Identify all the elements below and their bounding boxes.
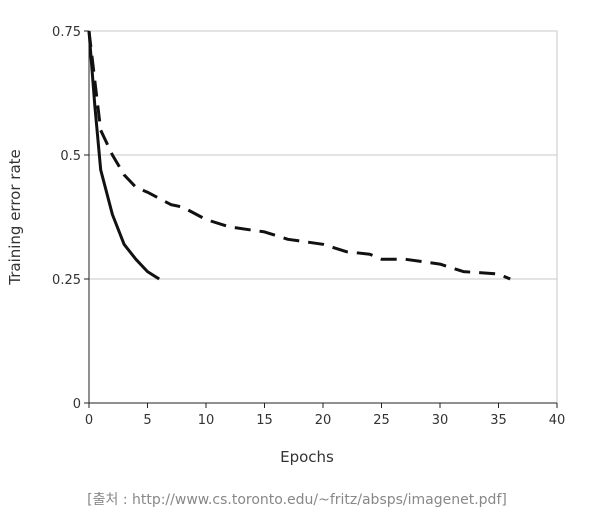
y-tick-label: 0.5 <box>60 149 81 164</box>
y-tick-label: 0.75 <box>52 25 81 40</box>
x-tick-label: 40 <box>549 413 566 428</box>
x-tick-label: 25 <box>373 413 390 428</box>
plot-frame <box>88 30 558 404</box>
x-tick-label: 30 <box>432 413 449 428</box>
x-tick-label: 5 <box>143 413 151 428</box>
x-tick-label: 15 <box>256 413 273 428</box>
x-tick-label: 0 <box>85 413 93 428</box>
y-tick-label: 0 <box>73 397 81 412</box>
x-tick-label: 20 <box>315 413 332 428</box>
source-note: [출처 : http://www.cs.toronto.edu/~fritz/a… <box>87 492 507 508</box>
y-axis-label: Training error rate <box>6 149 24 286</box>
x-tick-label: 35 <box>490 413 507 428</box>
series-line <box>87 30 511 281</box>
y-tick-label: 0.25 <box>52 273 81 288</box>
series-line <box>87 30 161 281</box>
x-tick-label: 10 <box>198 413 215 428</box>
x-axis-label: Epochs <box>280 448 334 466</box>
